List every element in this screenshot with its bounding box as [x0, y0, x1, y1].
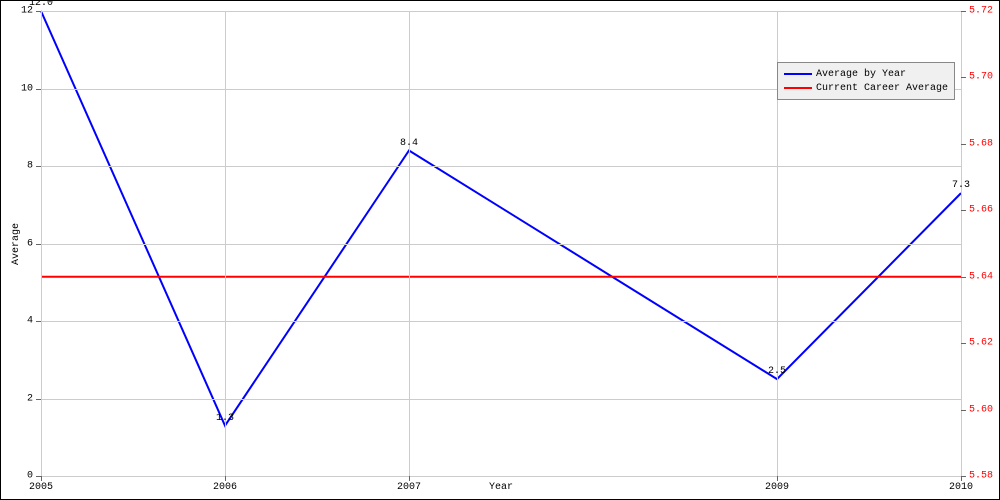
y-tick-label-right: 5.72: [969, 6, 993, 17]
tick-mark-left: [36, 89, 41, 90]
tick-mark-bottom: [961, 476, 962, 481]
y-tick-label-left: 4: [1, 316, 33, 327]
legend: Average by Year Current Career Average: [777, 62, 955, 100]
grid-line-v: [961, 11, 962, 476]
x-tick-label: 2006: [213, 482, 237, 493]
grid-line-v: [41, 11, 42, 476]
y-tick-label-right: 5.64: [969, 271, 993, 282]
x-tick-label: 2005: [29, 482, 53, 493]
tick-mark-right: [961, 277, 966, 278]
grid-line-h: [41, 476, 961, 477]
tick-mark-bottom: [777, 476, 778, 481]
y-tick-label-right: 5.60: [969, 404, 993, 415]
y-tick-label-right: 5.62: [969, 338, 993, 349]
x-tick-label: 2010: [949, 482, 973, 493]
legend-item: Average by Year: [784, 67, 948, 81]
grid-line-v: [225, 11, 226, 476]
tick-mark-right: [961, 210, 966, 211]
tick-mark-left: [36, 11, 41, 12]
legend-swatch: [784, 87, 812, 89]
tick-mark-right: [961, 11, 966, 12]
grid-line-h: [41, 166, 961, 167]
chart-container: 12.01.38.42.57.3 Average Year Average by…: [0, 0, 1000, 500]
legend-swatch: [784, 73, 812, 75]
y-tick-label-left: 8: [1, 161, 33, 172]
tick-mark-right: [961, 410, 966, 411]
y-tick-label-right: 5.68: [969, 138, 993, 149]
grid-line-h: [41, 11, 961, 12]
grid-line-v: [409, 11, 410, 476]
data-point-label: 7.3: [952, 180, 970, 191]
legend-label: Average by Year: [816, 69, 906, 80]
y-tick-label-left: 12: [1, 6, 33, 17]
tick-mark-right: [961, 144, 966, 145]
data-point-label: 8.4: [400, 138, 418, 149]
tick-mark-bottom: [225, 476, 226, 481]
data-point-label: 1.3: [216, 413, 234, 424]
tick-mark-left: [36, 244, 41, 245]
tick-mark-bottom: [41, 476, 42, 481]
x-tick-label: 2007: [397, 482, 421, 493]
x-axis-title: Year: [489, 482, 513, 493]
data-point-label: 2.5: [768, 366, 786, 377]
y-tick-label-left: 0: [1, 471, 33, 482]
grid-line-h: [41, 244, 961, 245]
legend-label: Current Career Average: [816, 83, 948, 94]
tick-mark-left: [36, 399, 41, 400]
legend-item: Current Career Average: [784, 81, 948, 95]
x-tick-label: 2009: [765, 482, 789, 493]
y-tick-label-left: 2: [1, 393, 33, 404]
y-tick-label-left: 10: [1, 83, 33, 94]
tick-mark-right: [961, 77, 966, 78]
tick-mark-left: [36, 321, 41, 322]
y-tick-label-right: 5.70: [969, 72, 993, 83]
y-tick-label-left: 6: [1, 238, 33, 249]
tick-mark-left: [36, 166, 41, 167]
y-tick-label-right: 5.58: [969, 471, 993, 482]
grid-line-h: [41, 321, 961, 322]
tick-mark-bottom: [409, 476, 410, 481]
y-tick-label-right: 5.66: [969, 205, 993, 216]
grid-line-h: [41, 399, 961, 400]
tick-mark-right: [961, 343, 966, 344]
